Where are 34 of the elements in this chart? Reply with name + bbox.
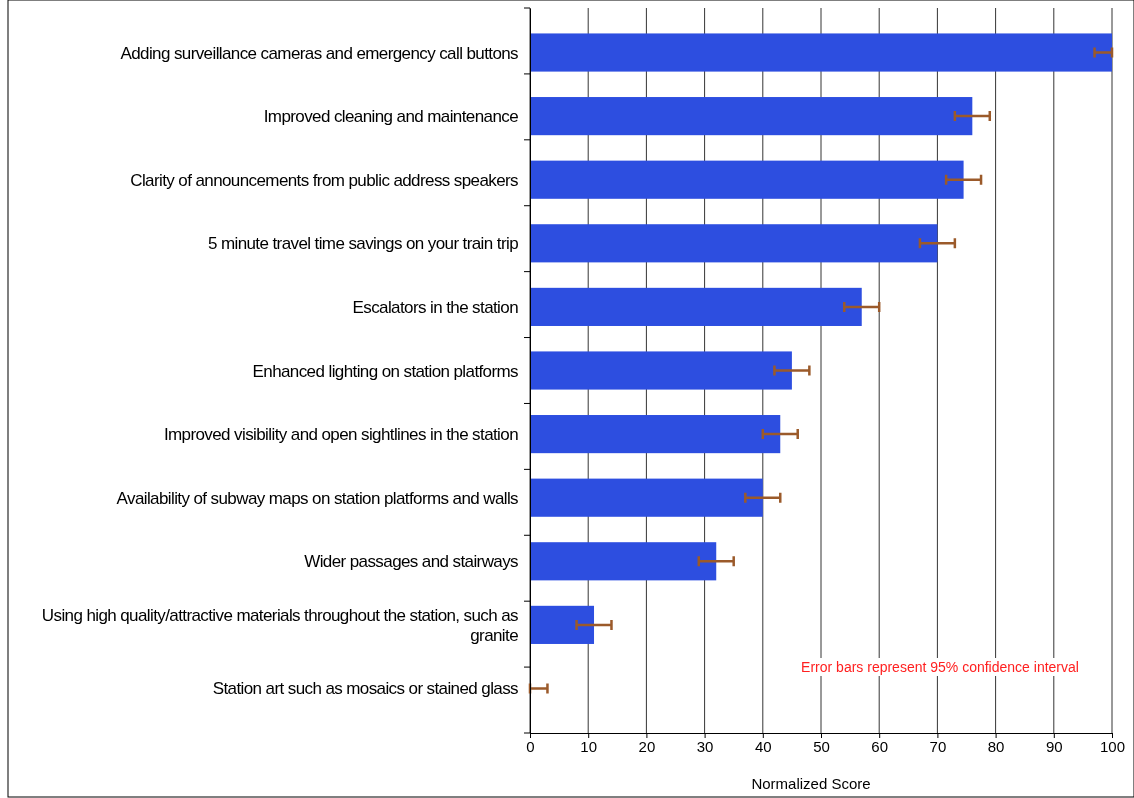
y-tick-label: Enhanced lighting on station platforms: [252, 361, 519, 381]
x-tick-label: 50: [813, 737, 830, 755]
annotation: Error bars represent 95% confidence interval: [801, 659, 1079, 675]
y-tick-label: 5 minute travel time savings on your train trip: [207, 234, 519, 254]
x-tick-label: 90: [1045, 737, 1063, 755]
bar: [530, 415, 781, 454]
bar: [530, 605, 595, 644]
bar: [530, 97, 973, 136]
y-tick-label: Availability of subway maps on station platforms and walls: [116, 488, 519, 508]
x-tick-label: 20: [638, 737, 656, 755]
y-tick-label: Improved visibility and open sightlines in the station: [163, 425, 519, 445]
bar: [530, 224, 938, 263]
x-axis-title: Normalized Score: [751, 775, 871, 792]
bar: [530, 33, 1112, 72]
y-tick-label: Station art such as mosaics or stained glass: [212, 679, 519, 699]
bar: [530, 542, 717, 581]
y-tick-label: Using high quality/attractive materials throughout the station, such as granite: [41, 605, 519, 645]
x-tick-label: 0: [526, 737, 535, 755]
x-tick-label: 100: [1099, 737, 1126, 755]
y-tick-label: Escalators in the station: [352, 297, 519, 317]
x-tick-label: 70: [929, 737, 947, 755]
x-tick-label: 80: [987, 737, 1005, 755]
y-tick-label: Improved cleaning and maintenance: [263, 107, 519, 127]
bar: [530, 287, 862, 326]
x-tick-label: 60: [871, 737, 889, 755]
x-tick-label: 30: [696, 737, 714, 755]
y-tick-label: Wider passages and stairways: [304, 552, 519, 572]
bar: [530, 478, 763, 517]
bar: [530, 351, 792, 390]
bar: [530, 160, 964, 199]
x-tick-label: 40: [754, 737, 772, 755]
x-tick-label: 10: [580, 737, 598, 755]
y-tick-label: Clarity of announcements from public address speakers: [130, 170, 519, 190]
y-tick-label: Adding surveillance cameras and emergency call buttons: [120, 43, 519, 63]
